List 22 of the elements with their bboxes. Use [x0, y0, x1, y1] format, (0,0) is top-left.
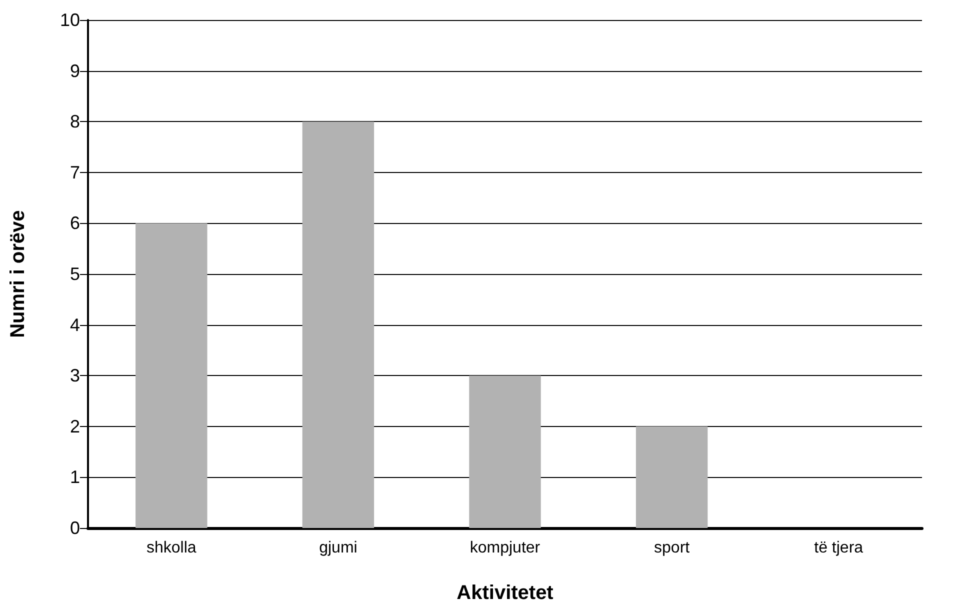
y-tick-label: 8 — [70, 112, 80, 132]
x-tick-label: shkolla — [146, 540, 196, 556]
y-tick-label: 4 — [70, 314, 80, 335]
y-tick-label: 6 — [70, 213, 80, 234]
bar — [302, 122, 374, 528]
x-tick-label: gjumi — [319, 540, 358, 556]
x-tick-label: kompjuter — [470, 540, 541, 556]
y-tick-label: 7 — [70, 162, 80, 182]
y-tick-label: 9 — [70, 60, 80, 81]
y-tick-label: 0 — [70, 518, 80, 538]
bar — [136, 223, 208, 528]
y-tick-label: 2 — [70, 416, 80, 436]
y-tick-label: 5 — [70, 264, 80, 284]
bar — [469, 376, 541, 528]
bar — [636, 426, 708, 528]
x-tick-label: sport — [654, 540, 690, 556]
x-tick-label: të tjera — [814, 540, 864, 556]
y-tick-label: 3 — [70, 366, 80, 386]
y-tick-label: 1 — [70, 467, 80, 488]
x-axis-title: Aktivitetet — [456, 582, 554, 604]
y-axis-title: Numri i orëve — [7, 210, 29, 338]
y-tick-label: 10 — [60, 10, 80, 30]
